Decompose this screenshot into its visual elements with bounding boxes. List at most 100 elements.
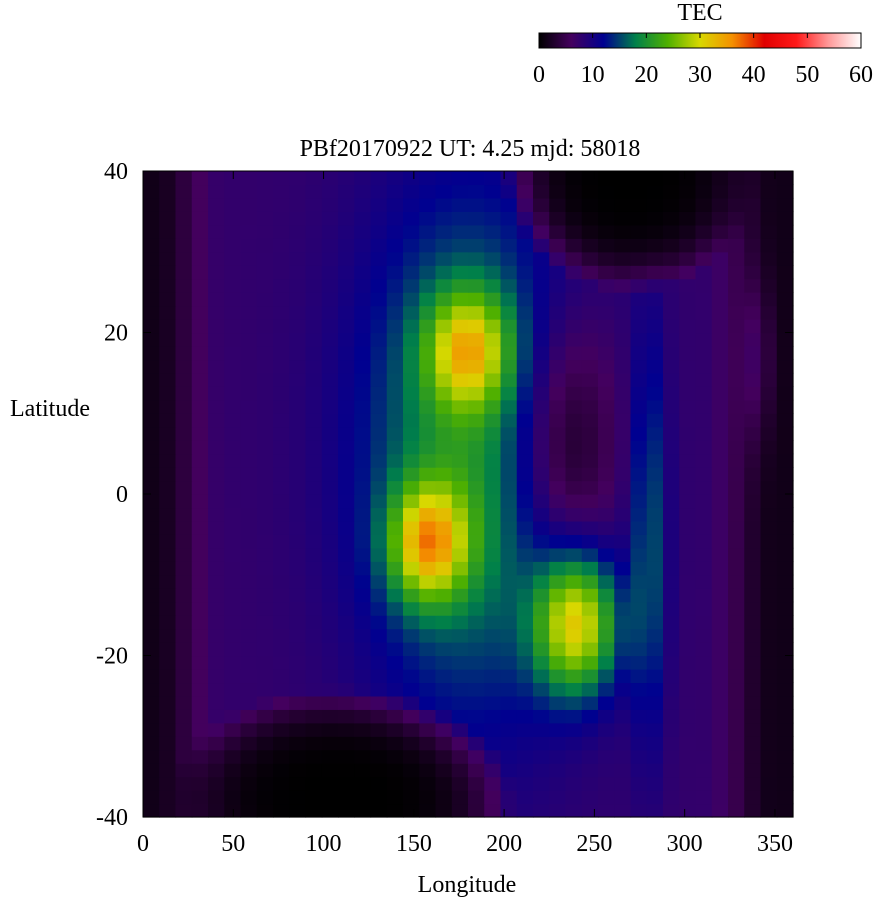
heatmap-cell	[533, 534, 550, 549]
heatmap-cell	[646, 790, 664, 805]
heatmap-cell	[760, 655, 778, 670]
heatmap-cell	[744, 749, 762, 764]
heatmap-cell	[191, 265, 209, 280]
heatmap-cell	[728, 668, 745, 684]
heatmap-cell	[419, 615, 437, 630]
heatmap-cell	[533, 695, 550, 710]
heatmap-cell	[581, 776, 599, 791]
heatmap-cell	[500, 345, 518, 361]
heatmap-cell	[484, 709, 502, 724]
heatmap-cell	[630, 467, 648, 482]
heatmap-cell	[679, 749, 697, 764]
heatmap-cell	[776, 332, 794, 347]
heatmap-cell	[289, 197, 307, 212]
heatmap-cell	[565, 332, 583, 347]
heatmap-cell	[451, 319, 469, 334]
heatmap-cell	[598, 399, 615, 414]
heatmap-cell	[143, 668, 160, 684]
heatmap-cell	[321, 399, 339, 414]
heatmap-cell	[386, 776, 404, 791]
heatmap-cell	[516, 628, 534, 643]
heatmap-cell	[760, 345, 778, 361]
heatmap-cell	[500, 332, 518, 347]
heatmap-cell	[484, 184, 502, 199]
heatmap-cell	[598, 574, 615, 589]
y-tick-label: 20	[104, 321, 128, 347]
heatmap-cell	[403, 722, 420, 737]
heatmap-cell	[321, 561, 339, 576]
heatmap-cell	[468, 615, 485, 630]
heatmap-cell	[663, 507, 680, 522]
heatmap-cell	[516, 574, 534, 589]
heatmap-cell	[744, 574, 762, 589]
heatmap-cell	[776, 601, 794, 616]
heatmap-cell	[305, 534, 323, 549]
heatmap-cell	[403, 305, 420, 320]
heatmap-cell	[321, 319, 339, 334]
heatmap-cell	[744, 803, 762, 818]
heatmap-cell	[208, 413, 225, 428]
heatmap-cell	[614, 197, 632, 212]
heatmap-cell	[403, 695, 420, 710]
heatmap-cell	[663, 547, 680, 562]
heatmap-cell	[370, 184, 388, 199]
heatmap-cell	[728, 184, 745, 199]
heatmap-cell	[679, 251, 697, 266]
heatmap-cell	[565, 790, 583, 805]
heatmap-cell	[711, 345, 729, 361]
heatmap-cell	[321, 655, 339, 670]
heatmap-cell	[516, 359, 534, 374]
heatmap-cell	[760, 695, 778, 710]
heatmap-cell	[630, 211, 648, 226]
heatmap-cell	[468, 534, 485, 549]
heatmap-cell	[663, 359, 680, 374]
heatmap-cell	[403, 440, 420, 455]
heatmap-cell	[614, 790, 632, 805]
heatmap-cell	[598, 763, 615, 778]
heatmap-cell	[565, 601, 583, 616]
heatmap-cell	[321, 480, 339, 495]
heatmap-cell	[159, 453, 177, 468]
heatmap-cell	[695, 224, 713, 239]
heatmap-cell	[744, 709, 762, 724]
heatmap-cell	[403, 803, 420, 818]
heatmap-cell	[500, 682, 518, 697]
heatmap-cell	[354, 695, 372, 710]
heatmap-cell	[191, 628, 209, 643]
heatmap-cell	[338, 184, 355, 199]
heatmap-cell	[728, 480, 745, 495]
heatmap-cell	[321, 440, 339, 455]
heatmap-cell	[468, 722, 485, 737]
heatmap-cell	[305, 171, 323, 186]
heatmap-cell	[744, 426, 762, 441]
heatmap-cell	[728, 655, 745, 670]
heatmap-cell	[208, 345, 225, 361]
heatmap-cell	[419, 547, 437, 562]
heatmap-cell	[354, 520, 372, 535]
heatmap-cell	[728, 574, 745, 589]
heatmap-cell	[273, 265, 290, 280]
heatmap-cell	[435, 345, 453, 361]
heatmap-cell	[500, 790, 518, 805]
heatmap-cell	[451, 171, 469, 186]
heatmap-cell	[354, 278, 372, 293]
heatmap-cell	[468, 736, 485, 751]
heatmap-cell	[598, 305, 615, 320]
heatmap-cell	[305, 547, 323, 562]
heatmap-cell	[208, 668, 225, 684]
heatmap-cell	[598, 426, 615, 441]
y-tick-label: 40	[104, 159, 128, 185]
heatmap-cell	[711, 197, 729, 212]
heatmap-cell	[191, 682, 209, 697]
heatmap-cell	[500, 292, 518, 307]
heatmap-cell	[598, 292, 615, 307]
heatmap-cell	[776, 494, 794, 509]
heatmap-cell	[500, 265, 518, 280]
heatmap-cell	[581, 534, 599, 549]
heatmap-cell	[695, 251, 713, 266]
heatmap-cell	[484, 480, 502, 495]
heatmap-cell	[208, 359, 225, 374]
heatmap-cell	[516, 709, 534, 724]
heatmap-cell	[143, 763, 160, 778]
heatmap-cell	[484, 547, 502, 562]
